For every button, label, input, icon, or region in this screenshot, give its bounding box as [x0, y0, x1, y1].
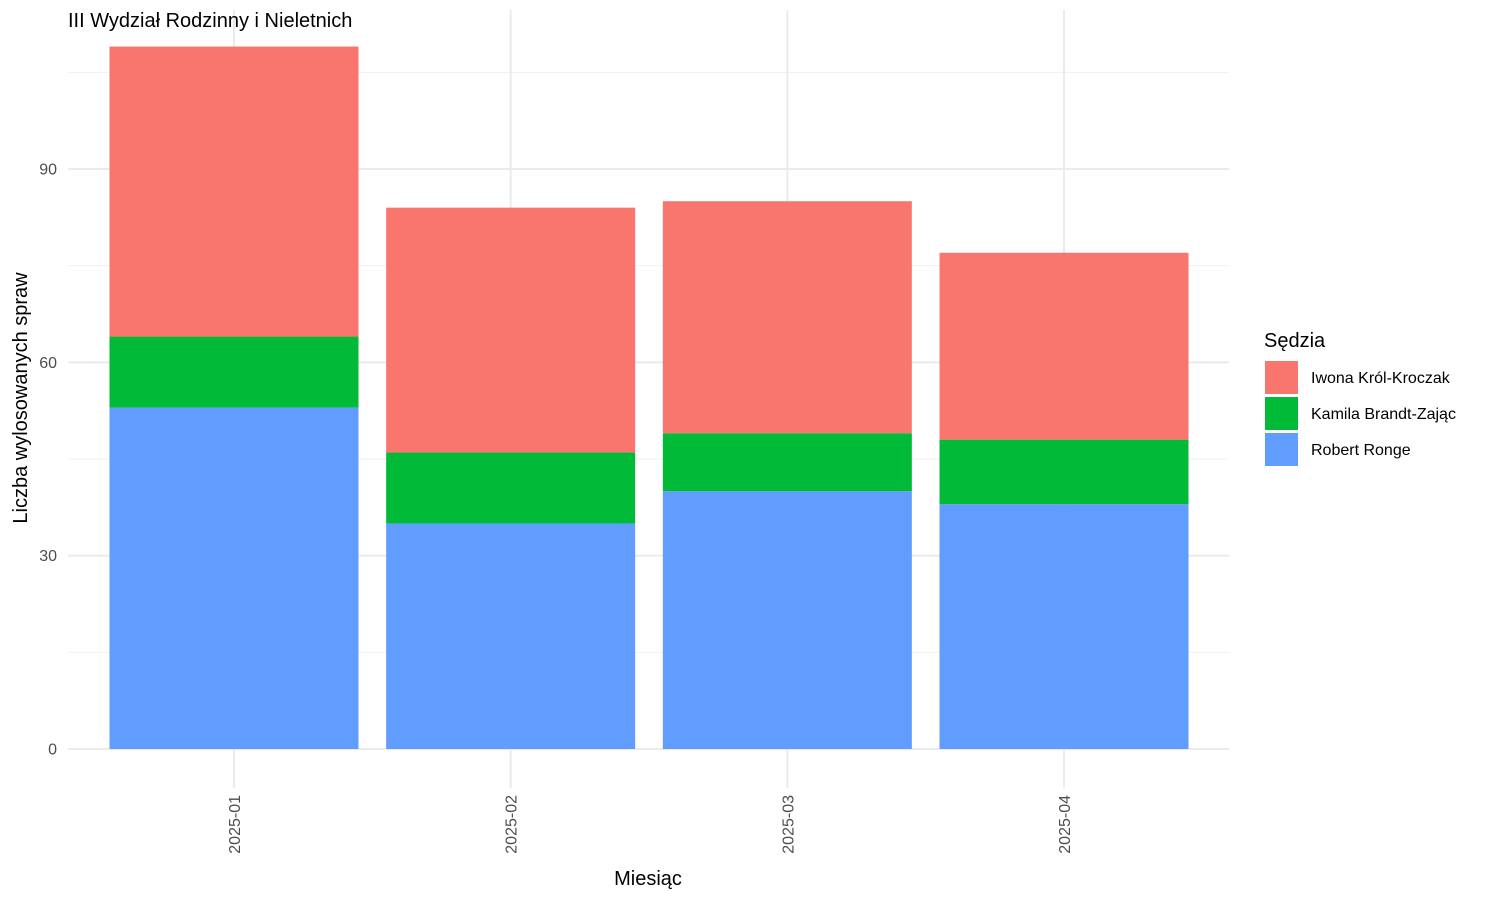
x-tick-label: 2025-01	[227, 795, 244, 854]
bar-segment	[109, 46, 359, 337]
x-axis-title: Miesiąc	[614, 868, 682, 890]
bar-segment	[939, 252, 1189, 440]
bar-segment	[386, 207, 636, 453]
bar-segment	[939, 504, 1189, 749]
y-tick-label: 30	[39, 548, 57, 565]
y-tick-label: 90	[39, 162, 57, 179]
chart-title: III Wydział Rodzinny i Nieletnich	[68, 10, 352, 32]
bar-segment	[662, 491, 912, 749]
legend-label: Kamila Brandt-Zając	[1311, 406, 1456, 423]
bar-segment	[386, 452, 636, 524]
bar-segment	[109, 336, 359, 408]
legend-label: Iwona Król-Kroczak	[1311, 370, 1451, 387]
y-tick-label: 0	[48, 742, 57, 759]
axis-layer: 0 30 60 90 2025-01 2025-02 2025-03 2025-04	[39, 162, 1074, 854]
bar-segment	[662, 433, 912, 492]
legend-title: Sędzia	[1264, 330, 1326, 352]
bars-layer	[109, 46, 1189, 749]
x-tick-label: 2025-04	[1057, 795, 1074, 854]
bar-segment	[662, 201, 912, 434]
bar-segment	[386, 523, 636, 749]
legend-key	[1265, 433, 1298, 466]
legend-key	[1265, 397, 1298, 430]
y-axis-title: Liczba wylosowanych spraw	[10, 272, 32, 524]
x-tick-label: 2025-02	[504, 795, 521, 854]
bar-segment	[109, 407, 359, 749]
legend-key	[1265, 361, 1298, 394]
legend: Sędzia Iwona Król-Kroczak Kamila Brandt-Z…	[1264, 330, 1456, 466]
bar-segment	[939, 439, 1189, 505]
y-tick-label: 60	[39, 355, 57, 372]
x-tick-label: 2025-03	[780, 795, 797, 854]
legend-label: Robert Ronge	[1311, 442, 1411, 459]
